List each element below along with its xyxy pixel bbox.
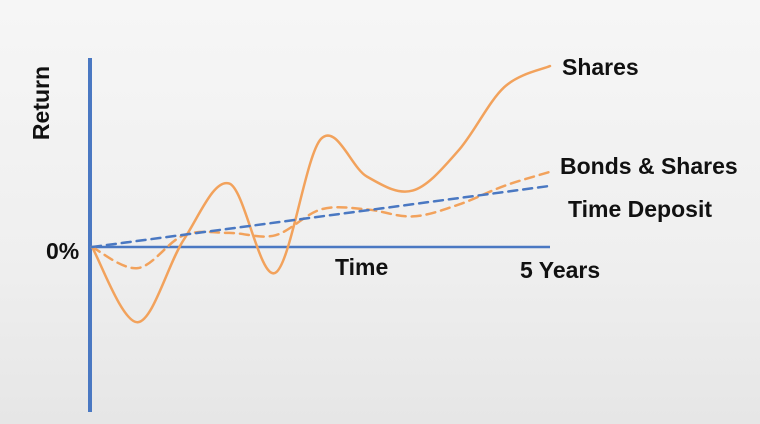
x-end-label: 5 Years (520, 257, 600, 283)
labels: Return 0% Time 5 Years Shares Bonds & Shares T… (28, 54, 738, 283)
series-layer (90, 64, 552, 324)
series-label-shares: Shares (562, 54, 639, 80)
series-label-time-deposit: Time Deposit (568, 196, 712, 222)
series-line-shares (90, 64, 552, 324)
x-axis-label: Time (335, 254, 388, 280)
zero-percent-label: 0% (46, 238, 79, 264)
series-line-time-deposit (90, 184, 552, 249)
axes (88, 58, 550, 412)
y-axis-label: Return (28, 66, 54, 140)
series-line-bonds-shares (90, 170, 552, 270)
series-label-bonds-shares: Bonds & Shares (560, 153, 738, 179)
